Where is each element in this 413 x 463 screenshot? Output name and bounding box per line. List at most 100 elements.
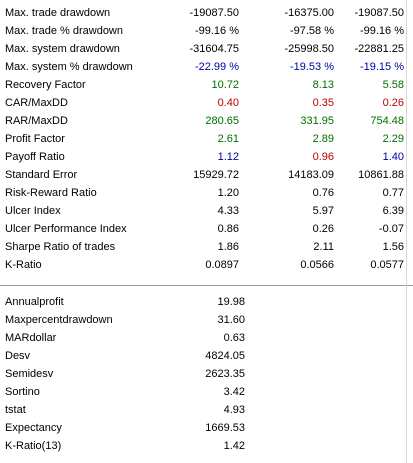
stat-label: Payoff Ratio (5, 151, 65, 163)
stat-value-col2: -25998.50 (284, 43, 334, 55)
stat-value-col3: 10861.88 (358, 169, 404, 181)
stat-value-col1: 0.86 (217, 223, 239, 235)
stat-value-col2: 331.95 (300, 115, 334, 127)
stat-value-col3: 5.58 (382, 79, 404, 91)
stat-row: Max. trade drawdown -19087.50 -16375.00 -19… (0, 4, 413, 22)
statistics-section: Max. trade drawdown -19087.50 -16375.00 -19… (0, 4, 413, 274)
stat-value-col3: 6.39 (382, 205, 404, 217)
stat-label: K-Ratio (5, 259, 42, 271)
custom-metric-row: Annualprofit 19.98 (0, 293, 413, 311)
custom-metric-value: 1.42 (223, 440, 245, 452)
stat-row: Max. system % drawdown -22.99 % -19.53 % -1… (0, 58, 413, 76)
stat-value-col2: 2.89 (312, 133, 334, 145)
right-border (406, 0, 407, 463)
stat-value-col1: -31604.75 (189, 43, 239, 55)
stat-label: Max. trade % drawdown (5, 25, 123, 37)
stat-row: Sharpe Ratio of trades 1.86 2.11 1.56 (0, 238, 413, 256)
stat-row: RAR/MaxDD 280.65 331.95 754.48 (0, 112, 413, 130)
custom-metric-row: Expectancy 1669.53 (0, 419, 413, 437)
stat-value-col2: -19.53 % (289, 61, 334, 73)
custom-metric-row: Sortino 3.42 (0, 383, 413, 401)
stat-label: Risk-Reward Ratio (5, 187, 97, 199)
custom-metric-label: Sortino (5, 386, 40, 398)
stat-label: CAR/MaxDD (5, 97, 68, 109)
custom-metric-label: MARdollar (5, 332, 57, 344)
stat-row: K-Ratio 0.0897 0.0566 0.0577 (0, 256, 413, 274)
custom-metric-value: 3.42 (223, 386, 245, 398)
stat-label: Sharpe Ratio of trades (5, 241, 116, 253)
custom-metric-label: Expectancy (5, 422, 62, 434)
custom-metric-row: K-Ratio(13) 1.42 (0, 437, 413, 455)
stat-value-col2: 0.76 (312, 187, 334, 199)
stat-value-col1: 2.61 (217, 133, 239, 145)
stat-value-col3: 754.48 (370, 115, 404, 127)
stat-value-col1: 10.72 (211, 79, 239, 91)
stat-value-col1: 280.65 (205, 115, 239, 127)
custom-metric-row: Maxpercentdrawdown 31.60 (0, 311, 413, 329)
stat-value-col2: 0.26 (312, 223, 334, 235)
custom-metric-row: Semidesv 2623.35 (0, 365, 413, 383)
stat-row: Standard Error 15929.72 14183.09 10861.88 (0, 166, 413, 184)
stat-value-col1: 1.86 (217, 241, 239, 253)
custom-metric-value: 19.98 (217, 296, 245, 308)
stat-value-col3: 0.26 (382, 97, 404, 109)
custom-metric-row: Desv 4824.05 (0, 347, 413, 365)
custom-metric-label: tstat (5, 404, 26, 416)
stat-value-col2: -16375.00 (284, 7, 334, 19)
stat-value-col2: 2.11 (313, 241, 334, 253)
custom-metric-row: MARdollar 0.63 (0, 329, 413, 347)
stat-row: Ulcer Index 4.33 5.97 6.39 (0, 202, 413, 220)
stat-value-col1: 4.33 (217, 205, 239, 217)
stat-value-col2: 14183.09 (288, 169, 334, 181)
stat-row: CAR/MaxDD 0.40 0.35 0.26 (0, 94, 413, 112)
custom-metric-row: tstat 4.93 (0, 401, 413, 419)
stat-value-col1: 1.20 (217, 187, 239, 199)
stat-value-col1: -19087.50 (189, 7, 239, 19)
custom-metric-label: Maxpercentdrawdown (5, 314, 113, 326)
stat-value-col3: 1.40 (382, 151, 404, 163)
custom-metrics-section: Annualprofit 19.98 Maxpercentdrawdown 31.60… (0, 293, 413, 455)
section-separator (0, 285, 413, 286)
stat-value-col2: 0.96 (312, 151, 334, 163)
stat-value-col1: 0.0897 (205, 259, 239, 271)
stat-value-col3: -19.15 % (359, 61, 404, 73)
stat-row: Max. trade % drawdown -99.16 % -97.58 % -99… (0, 22, 413, 40)
stat-row: Profit Factor 2.61 2.89 2.29 (0, 130, 413, 148)
stat-value-col3: -99.16 % (359, 25, 404, 37)
stat-row: Risk-Reward Ratio 1.20 0.76 0.77 (0, 184, 413, 202)
custom-metric-value: 0.63 (223, 332, 245, 344)
custom-metric-label: Annualprofit (5, 296, 64, 308)
stat-value-col1: 1.12 (217, 151, 239, 163)
stat-row: Recovery Factor 10.72 8.13 5.58 (0, 76, 413, 94)
stat-value-col3: -19087.50 (354, 7, 404, 19)
stat-row: Max. system drawdown -31604.75 -25998.50 -2… (0, 40, 413, 58)
stat-label: Max. system drawdown (5, 43, 120, 55)
stat-label: Ulcer Index (5, 205, 61, 217)
stat-value-col1: 15929.72 (193, 169, 239, 181)
custom-metric-label: K-Ratio(13) (5, 440, 62, 452)
stat-value-col2: 0.35 (312, 97, 334, 109)
stat-label: Profit Factor (5, 133, 65, 145)
stat-label: Max. system % drawdown (5, 61, 133, 73)
custom-metric-label: Semidesv (5, 368, 54, 380)
stat-row: Ulcer Performance Index 0.86 0.26 -0.07 (0, 220, 413, 238)
stat-value-col1: -22.99 % (194, 61, 239, 73)
stat-label: RAR/MaxDD (5, 115, 68, 127)
stat-value-col3: 0.0577 (370, 259, 404, 271)
custom-metric-value: 4824.05 (205, 350, 245, 362)
custom-metric-value: 4.93 (223, 404, 245, 416)
stat-value-col3: 0.77 (382, 187, 404, 199)
stat-value-col3: 2.29 (382, 133, 404, 145)
stat-label: Recovery Factor (5, 79, 86, 91)
stat-value-col3: -0.07 (378, 223, 404, 235)
stat-label: Standard Error (5, 169, 78, 181)
stat-value-col1: 0.40 (217, 97, 239, 109)
custom-metric-value: 1669.53 (205, 422, 245, 434)
stat-value-col3: 1.56 (382, 241, 404, 253)
stat-label: Ulcer Performance Index (5, 223, 127, 235)
stat-value-col2: -97.58 % (289, 25, 334, 37)
custom-metric-value: 2623.35 (205, 368, 245, 380)
stat-value-col3: -22881.25 (354, 43, 404, 55)
stat-value-col2: 8.13 (312, 79, 334, 91)
custom-metric-value: 31.60 (217, 314, 245, 326)
